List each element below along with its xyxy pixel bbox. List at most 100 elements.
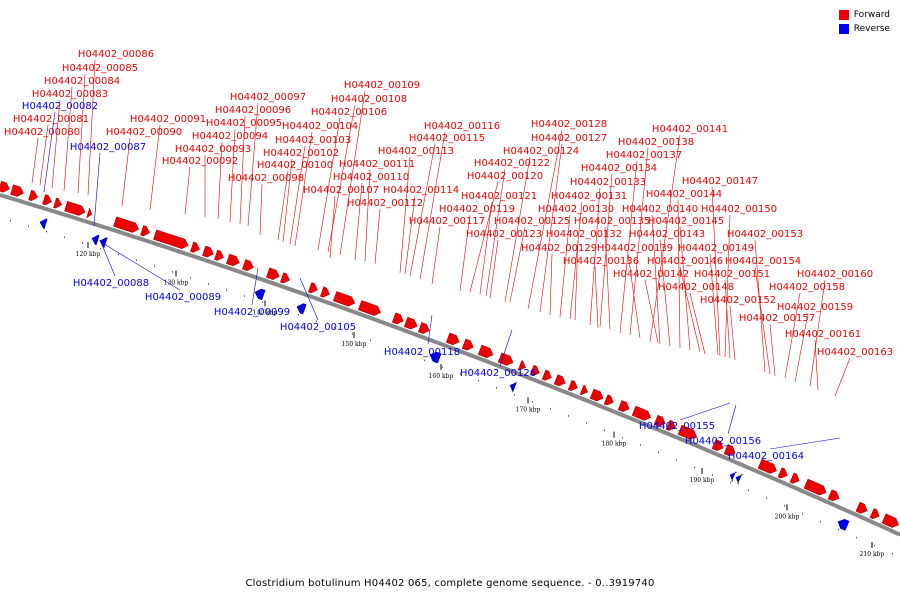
gene-forward	[677, 424, 697, 440]
tick-label: 140 kbp	[253, 310, 278, 317]
forward-gene-arrow	[332, 291, 356, 307]
forward-gene-label: H04402_00096	[215, 105, 291, 116]
minor-tick	[136, 259, 137, 261]
genome-backbone	[0, 193, 900, 537]
leader-line	[229, 128, 236, 223]
leader-line	[794, 312, 809, 383]
gene-reverse	[429, 351, 442, 364]
gene-forward	[64, 201, 86, 216]
forward-gene-arrow	[553, 374, 566, 387]
reverse-gene-label: H04402_00089	[145, 292, 221, 303]
forward-gene-arrow	[113, 216, 140, 233]
forward-gene-label: H04402_00104	[282, 121, 358, 132]
reverse-gene-arrow	[735, 474, 744, 485]
gene-forward	[653, 414, 666, 427]
forward-gene-label: H04402_00149	[678, 243, 754, 254]
forward-gene-label: H04402_00131	[551, 191, 627, 202]
gene-forward	[589, 388, 604, 402]
tick-label: 200 kbp	[775, 513, 800, 520]
minor-tick	[460, 373, 461, 375]
gene-forward	[417, 322, 430, 334]
gene-forward	[53, 197, 63, 209]
gene-forward	[497, 352, 514, 366]
gene-forward	[711, 439, 724, 451]
minor-tick	[694, 466, 695, 469]
tick-label: 170 kbp	[516, 406, 541, 413]
minor-tick	[100, 247, 101, 250]
forward-gene-arrow	[266, 267, 280, 280]
gene-reverse	[735, 474, 744, 485]
minor-tick	[550, 408, 551, 410]
reverse-gene-arrow	[99, 237, 108, 248]
leader-line	[93, 152, 101, 227]
leader-line	[77, 73, 86, 194]
leader-line	[659, 239, 671, 347]
forward-gene-label: H04402_00136	[563, 256, 639, 267]
forward-gene-arrow	[541, 369, 552, 381]
leader-line	[834, 357, 851, 397]
gene-forward	[113, 216, 140, 233]
leader-line	[31, 137, 39, 184]
gene-forward	[617, 400, 630, 412]
legend-forward-label: Forward	[853, 10, 890, 20]
forward-gene-label: H04402_00113	[378, 146, 454, 157]
tick-label: 120 kbp	[76, 251, 101, 258]
tick-label: 190 kbp	[690, 477, 715, 484]
forward-gene-label: H04402_00160	[797, 269, 873, 280]
gene-reverse	[39, 218, 48, 229]
leader-line	[63, 86, 73, 192]
forward-gene-label: H04402_00141	[652, 124, 728, 135]
forward-gene-arrow	[140, 225, 150, 237]
forward-gene-arrow	[827, 489, 840, 502]
forward-gene-arrow	[445, 332, 460, 346]
leader-line	[485, 168, 506, 297]
leader-line	[769, 323, 776, 377]
forward-gene-label: H04402_00148	[658, 282, 734, 293]
gene-forward	[827, 489, 840, 502]
gene-reverse	[91, 234, 100, 246]
backbone-line	[0, 193, 900, 537]
leader-line	[814, 339, 819, 391]
gene-forward	[517, 360, 526, 371]
reverse-gene-label: H04402_00099	[214, 307, 290, 318]
leader-line	[459, 214, 471, 292]
leader-line	[809, 279, 826, 387]
leader-line	[769, 437, 841, 450]
gene-forward	[477, 344, 494, 358]
leader-line	[404, 195, 416, 275]
minor-tick	[856, 536, 857, 539]
minor-tick	[190, 277, 191, 279]
forward-gene-arrow	[653, 414, 666, 427]
minor-tick	[568, 415, 569, 417]
minor-tick	[478, 380, 479, 382]
legend-forward: Forward	[838, 8, 890, 22]
leader-line	[354, 182, 363, 261]
forward-gene-arrow	[711, 439, 724, 451]
gene-features	[0, 180, 899, 531]
forward-gene-label: H04402_00094	[192, 131, 268, 142]
forward-gene-label: H04402_00133	[570, 177, 646, 188]
leader-line	[729, 305, 736, 361]
forward-gene-arrow	[226, 253, 240, 267]
gene-forward	[881, 513, 899, 528]
reverse-gene-arrow	[296, 303, 307, 315]
minor-tick	[748, 489, 749, 492]
leader-line	[339, 90, 366, 256]
forward-swatch	[838, 10, 849, 20]
forward-gene-arrow	[855, 501, 868, 514]
leader-line	[39, 124, 49, 186]
leader-line	[569, 201, 583, 320]
gene-forward	[803, 478, 827, 496]
forward-gene-label: H04402_00138	[618, 137, 694, 148]
gene-forward	[529, 364, 540, 376]
gene-forward	[869, 508, 880, 520]
minor-tick	[154, 265, 155, 267]
gene-forward	[190, 241, 200, 253]
leader-line	[247, 102, 259, 227]
leader-line	[149, 124, 161, 211]
forward-gene-arrow	[579, 384, 588, 396]
gene-reverse	[509, 382, 517, 393]
leader-line	[419, 131, 446, 280]
minor-tick	[280, 307, 281, 310]
forward-gene-arrow	[86, 207, 93, 219]
